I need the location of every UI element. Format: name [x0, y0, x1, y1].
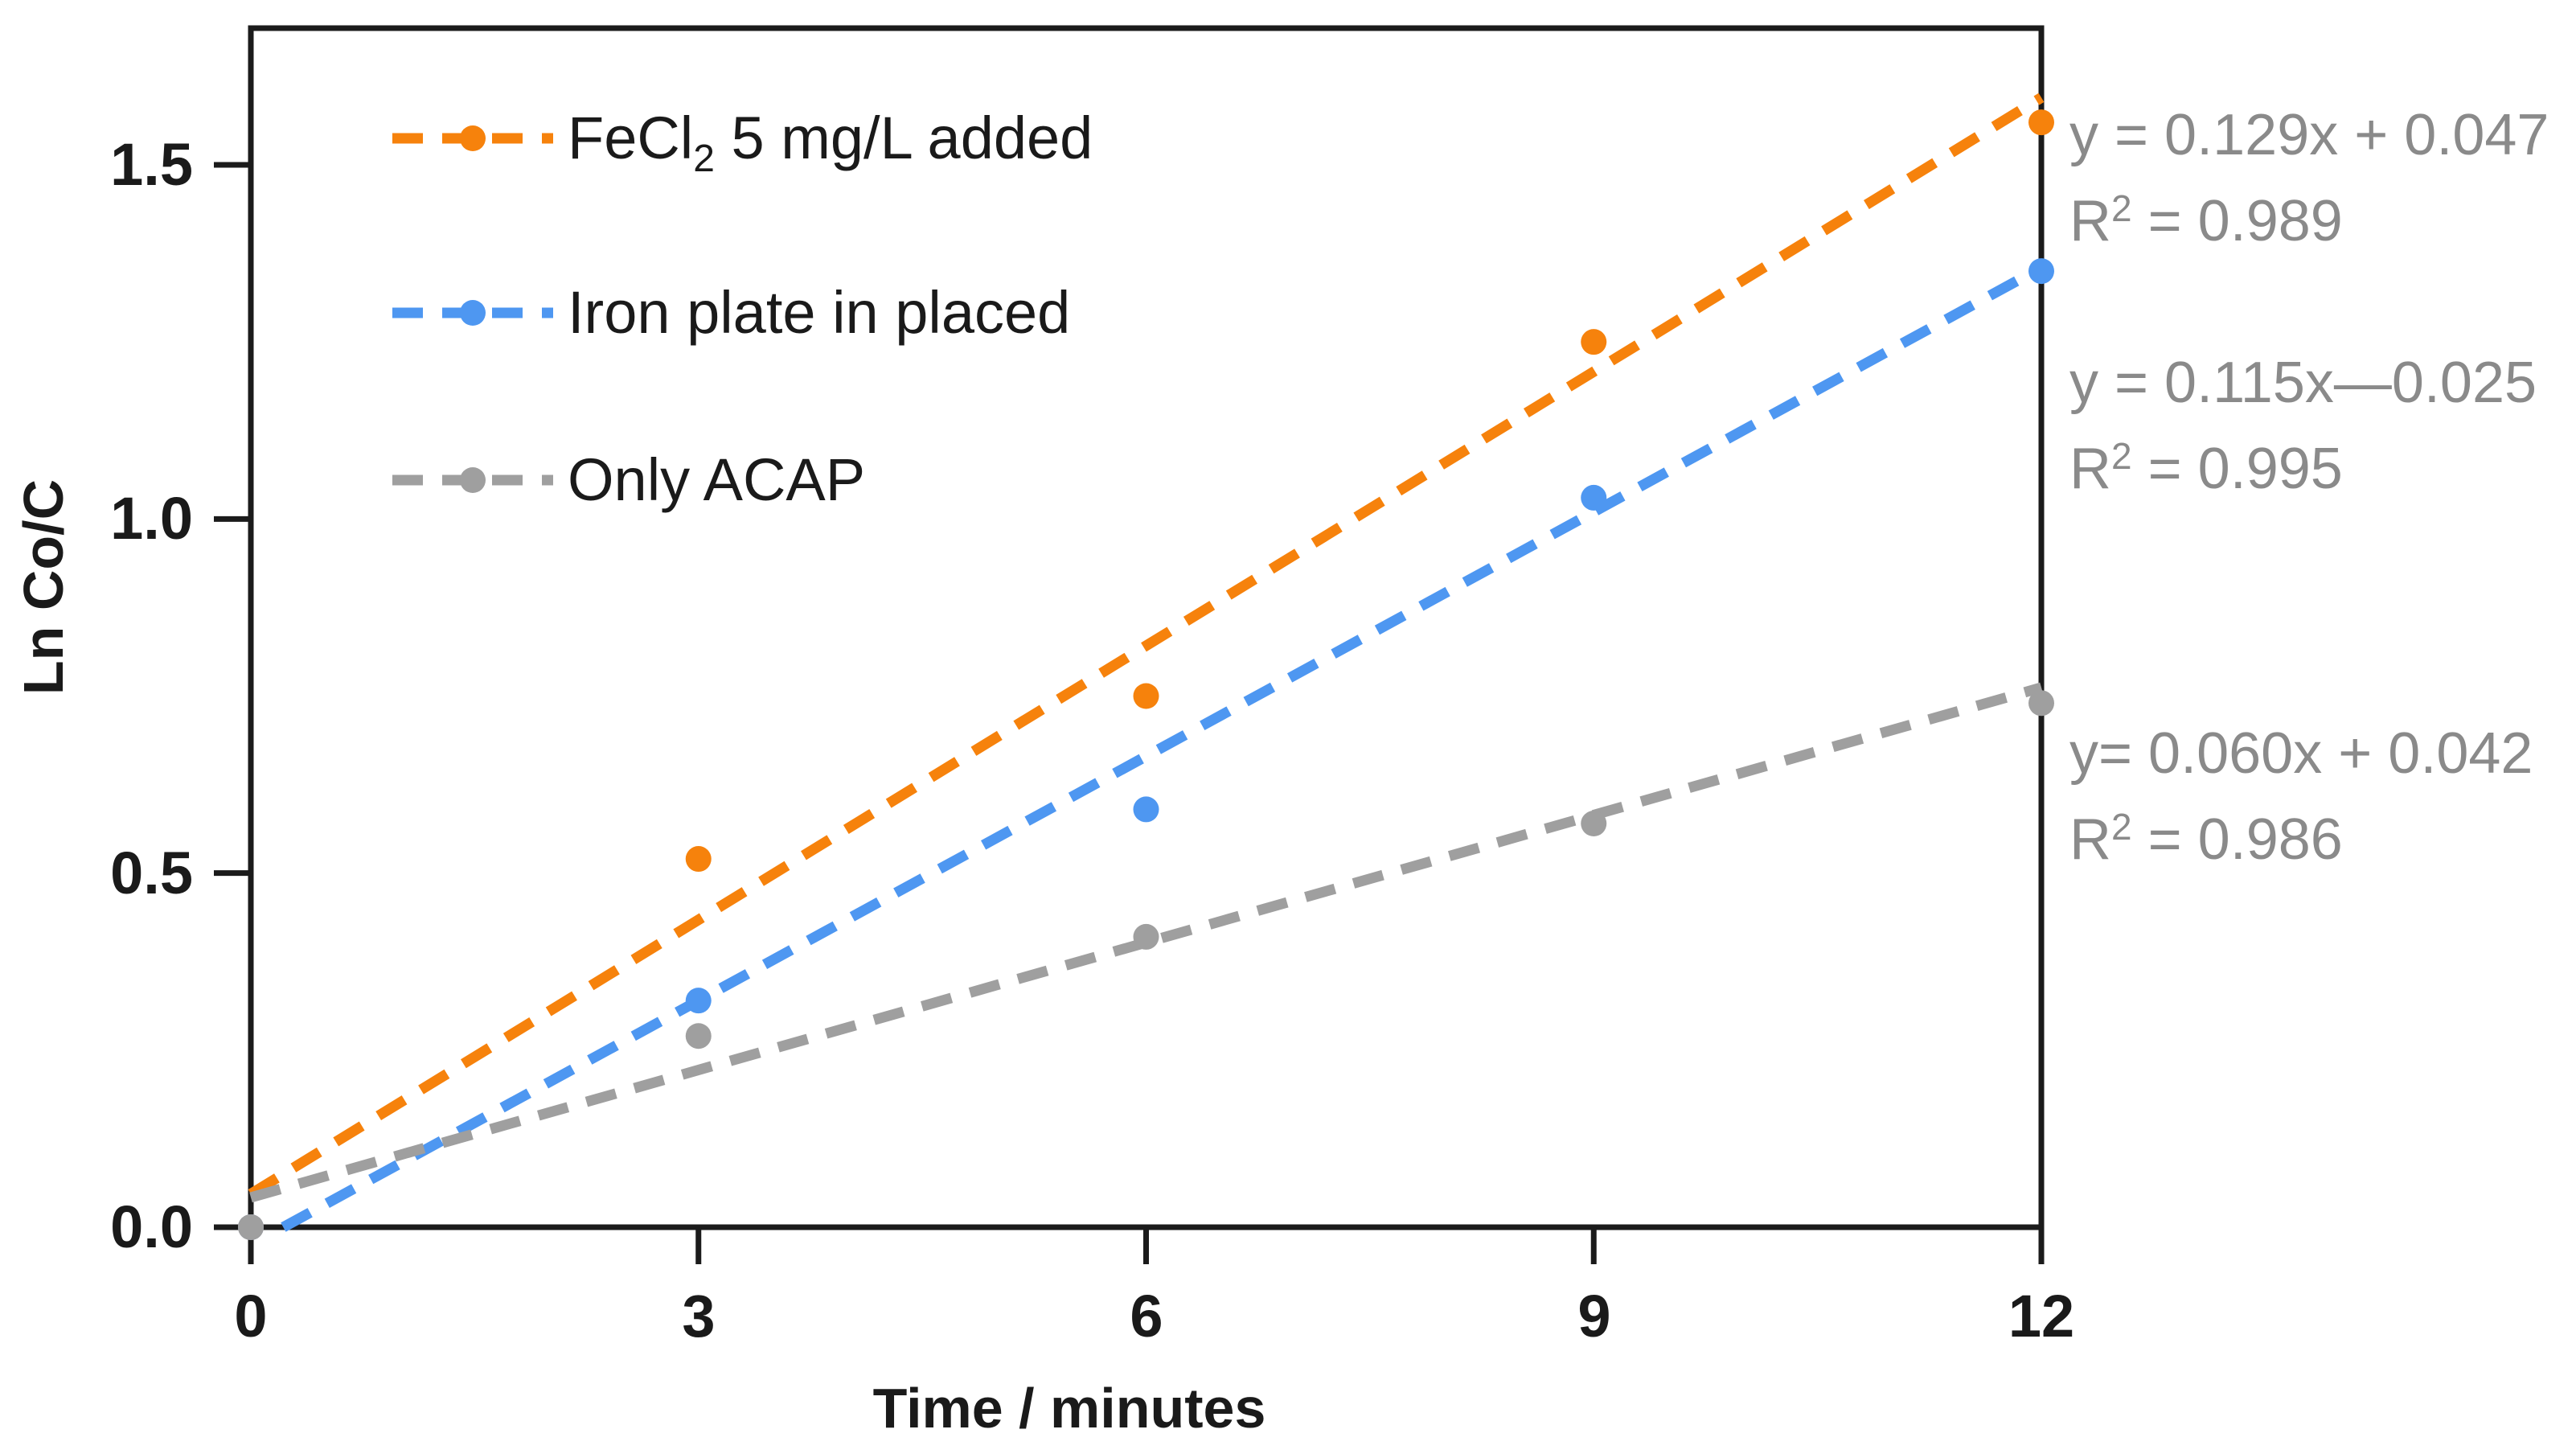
x-tick-label-0: 0: [234, 1283, 267, 1349]
legend-marker-dot-fecl2: [460, 125, 486, 151]
trend-line-fecl2: [248, 92, 2045, 1199]
legend-marker-dot-only-acap: [460, 467, 486, 493]
data-point-only-acap-0min: [238, 1214, 264, 1240]
data-series-layer: [238, 92, 2054, 1240]
y-tick-label-1.5: 1.5: [110, 131, 193, 198]
fit-r2-iron-plate: R2 = 0.995: [2069, 435, 2343, 501]
x-axis-title: Time / minutes: [873, 1377, 1266, 1440]
data-point-fecl2-12min: [2028, 109, 2054, 136]
trend-line-iron-plate: [281, 262, 2045, 1232]
plot-border: [248, 25, 2045, 1230]
fit-equation-fecl2: y = 0.129x + 0.047: [2069, 103, 2549, 167]
fit-r2-fecl2: R2 = 0.989: [2069, 187, 2343, 253]
y-axis-title: Ln Co/C: [12, 479, 75, 695]
y-tick-label-0.0: 0.0: [110, 1193, 193, 1260]
x-tick-label-6: 6: [1130, 1283, 1163, 1349]
legend-label-fecl2: FeCl2 5 mg/L added: [568, 105, 1093, 180]
data-point-only-acap-3min: [685, 1023, 712, 1049]
data-point-iron-plate-6min: [1133, 796, 1159, 823]
fit-r2-only-acap: R2 = 0.986: [2069, 806, 2343, 872]
data-point-fecl2-9min: [1581, 329, 1607, 355]
data-point-fecl2-6min: [1133, 683, 1159, 709]
data-point-only-acap-9min: [1581, 811, 1607, 837]
x-tick-label-3: 3: [682, 1283, 715, 1349]
fit-equation-only-acap: y= 0.060x + 0.042: [2069, 721, 2533, 786]
x-tick-label-12: 12: [2008, 1283, 2074, 1349]
x-tick-label-9: 9: [1577, 1283, 1610, 1349]
legend-marker-dot-iron-plate: [460, 300, 486, 326]
legend-label-only-acap: Only ACAP: [568, 446, 865, 513]
data-point-iron-plate-12min: [2028, 258, 2054, 285]
data-point-iron-plate-3min: [685, 988, 712, 1014]
data-point-iron-plate-9min: [1581, 484, 1607, 511]
legend-markers: [392, 125, 553, 493]
trend-line-only-acap: [249, 682, 2043, 1203]
data-point-only-acap-12min: [2028, 690, 2054, 717]
data-point-only-acap-6min: [1133, 923, 1159, 950]
fit-equation-iron-plate: y = 0.115x—0.025: [2069, 351, 2537, 415]
legend-label-iron-plate: Iron plate in placed: [568, 279, 1070, 346]
data-point-fecl2-3min: [685, 846, 712, 873]
plot-frame: [214, 25, 2045, 1264]
y-tick-label-1.0: 1.0: [110, 485, 193, 552]
y-tick-label-0.5: 0.5: [110, 840, 193, 906]
